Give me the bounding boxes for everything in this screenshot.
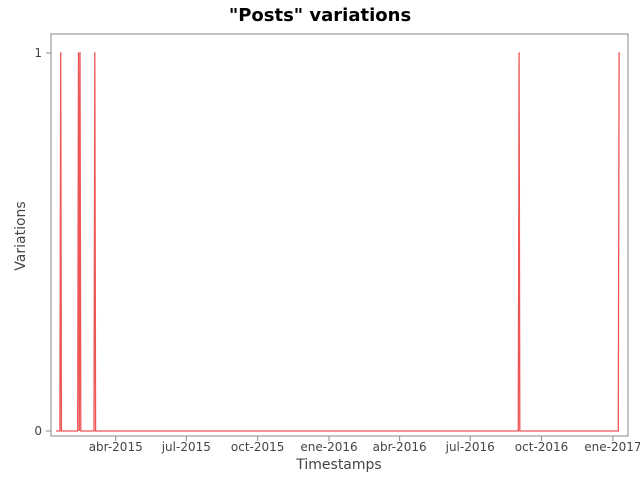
y-tick-label: 0: [34, 424, 42, 438]
y-axis-label: Variations: [13, 201, 29, 270]
x-tick-label: jul-2016: [445, 440, 495, 454]
x-tick-label: jul-2015: [161, 440, 211, 454]
x-tick-label: oct-2016: [515, 440, 569, 454]
series-line-0: [56, 52, 620, 432]
x-tick-label: ene-2016: [300, 440, 357, 454]
chart-title: "Posts" variations: [229, 5, 411, 26]
data-point: [618, 52, 620, 54]
x-tick-label: abr-2015: [89, 440, 143, 454]
data-point: [79, 52, 81, 54]
y-tick-label: 1: [34, 46, 42, 60]
x-tick-label: ene-2017: [584, 440, 640, 454]
x-axis-label: Timestamps: [295, 457, 381, 473]
data-point: [77, 52, 80, 54]
x-axis: abr-2015 jul-2015 oct-2015 ene-2016 abr-2016…: [89, 436, 640, 454]
x-tick-label: oct-2015: [231, 440, 285, 454]
data-point: [94, 52, 96, 54]
data-point: [59, 52, 62, 54]
x-tick-label: abr-2016: [373, 440, 427, 454]
series-group: [56, 52, 620, 432]
data-point: [518, 52, 520, 54]
plot-area: [50, 33, 629, 437]
y-axis: 01: [34, 46, 51, 438]
